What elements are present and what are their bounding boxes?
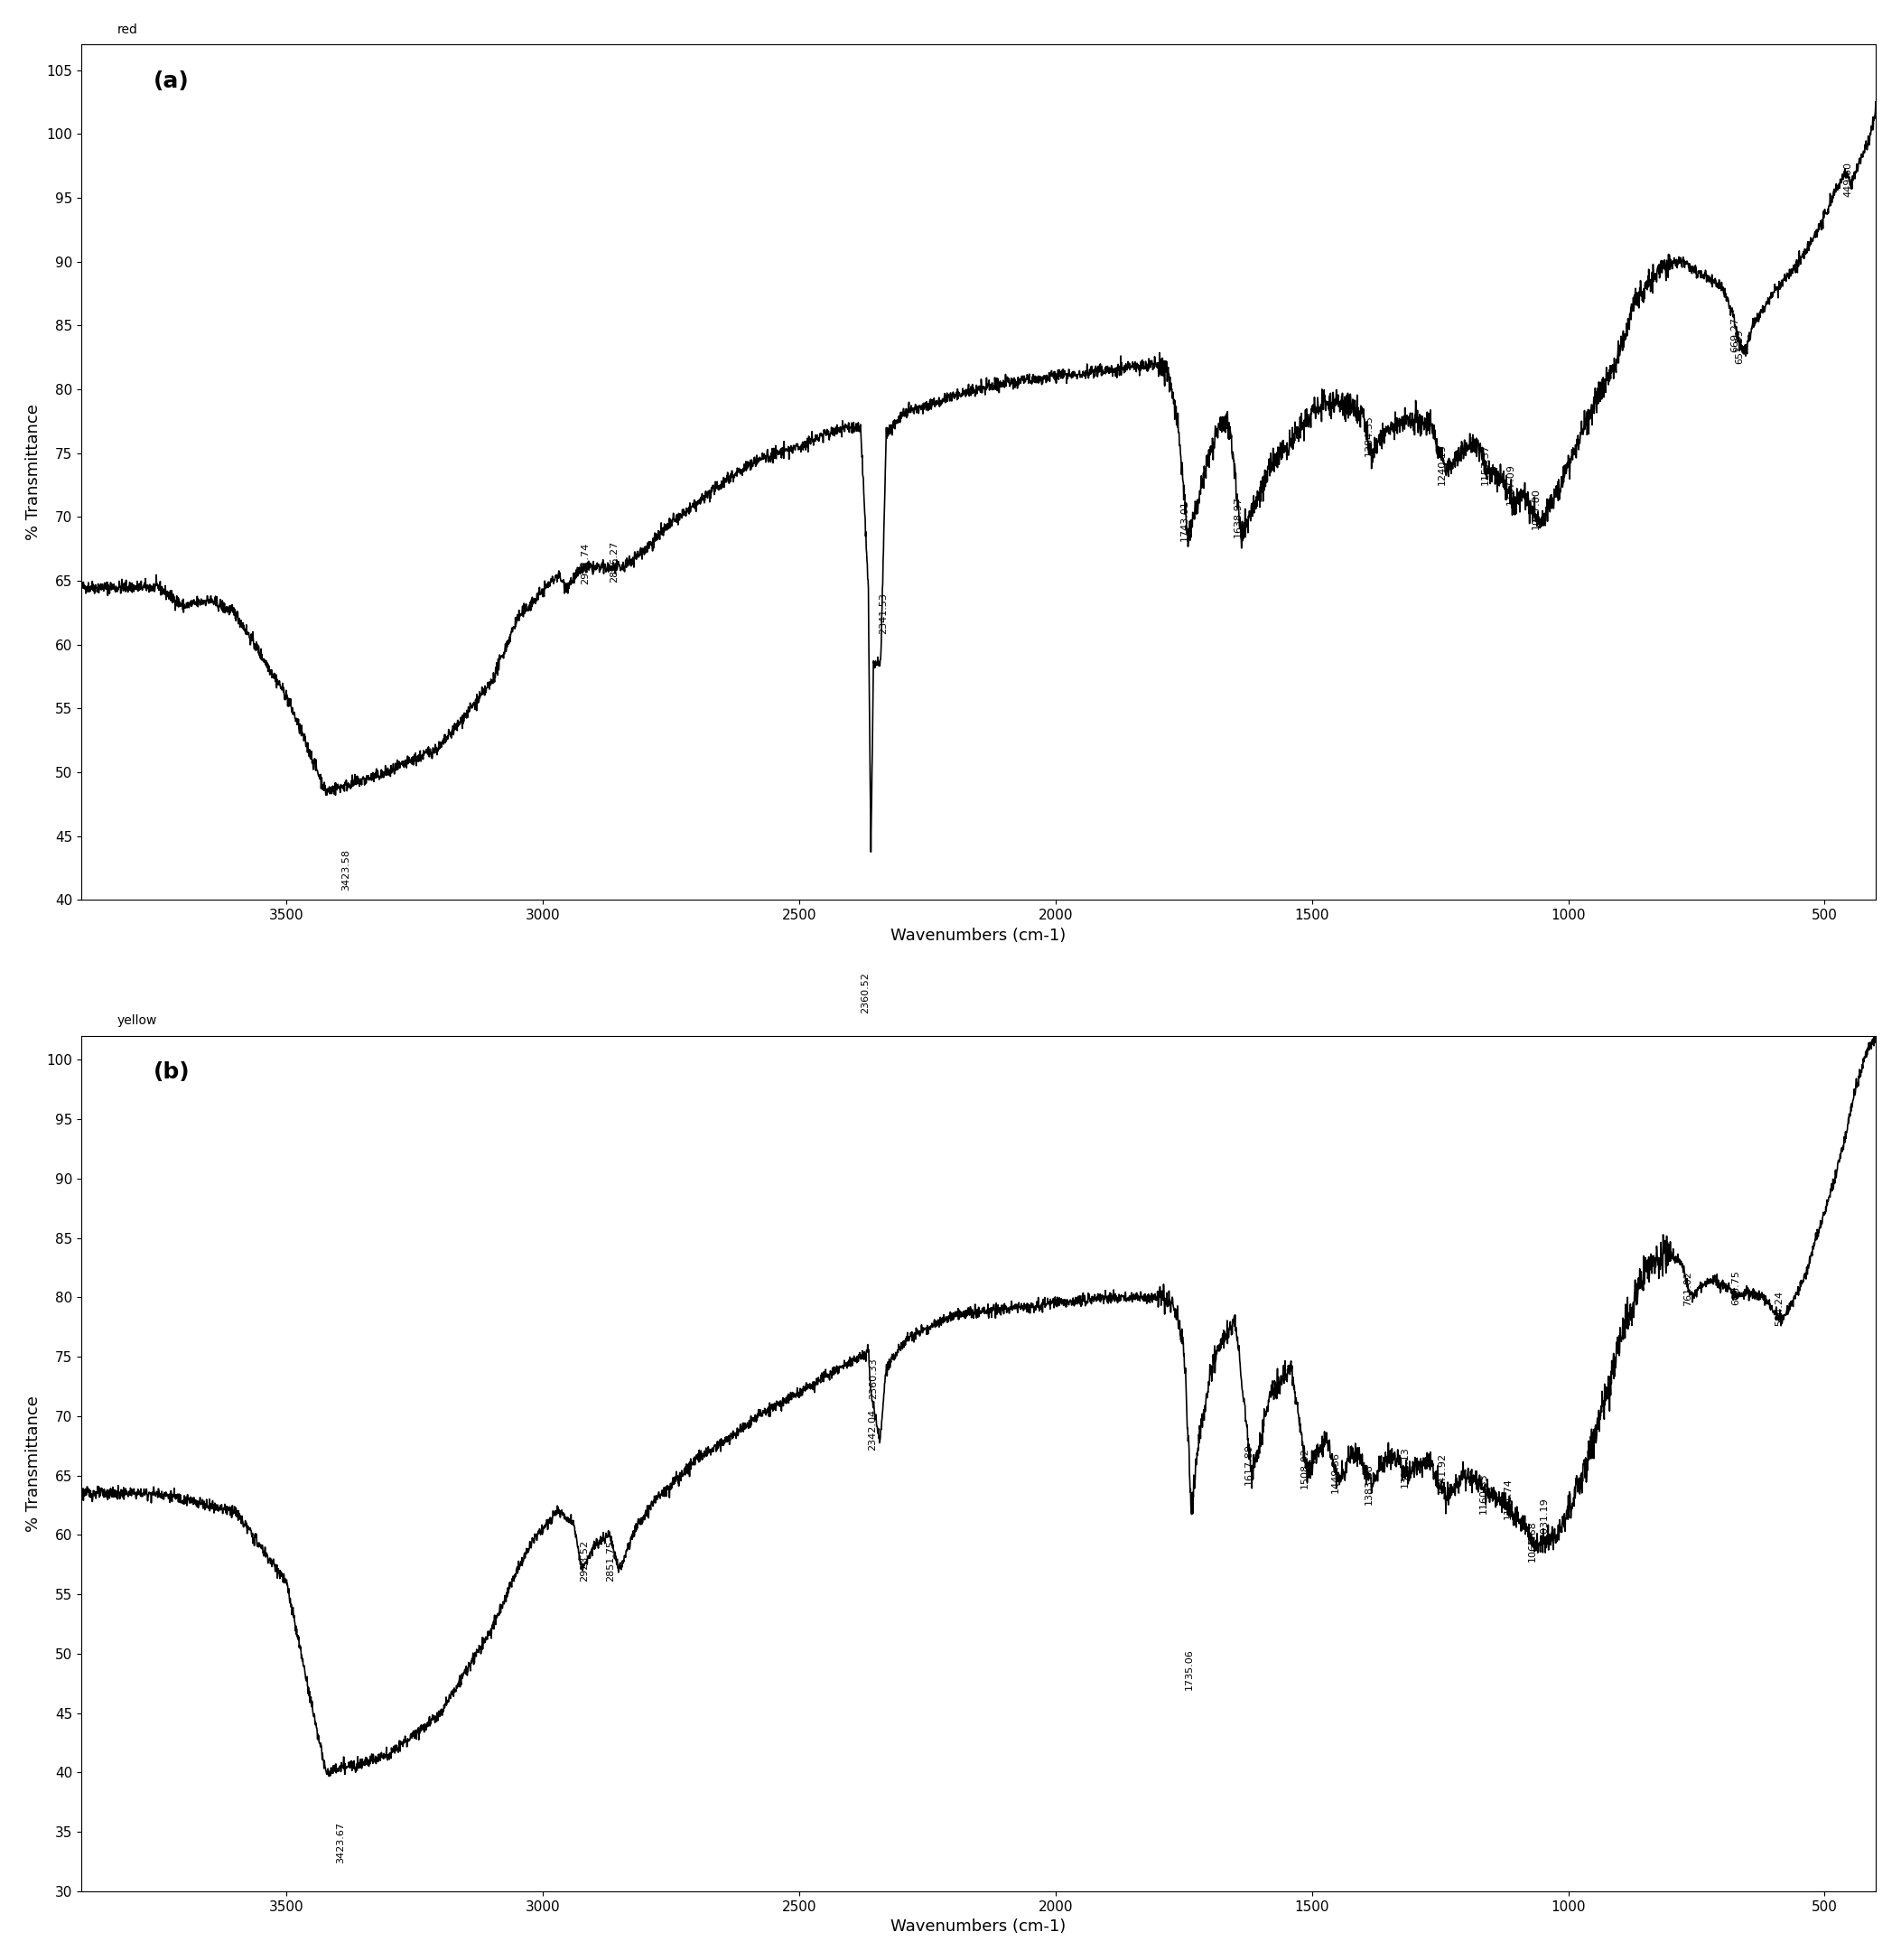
Text: 1743.01: 1743.01 bbox=[1181, 500, 1190, 541]
Text: 2360.52: 2360.52 bbox=[861, 972, 871, 1013]
Text: 668.75: 668.75 bbox=[1732, 1270, 1739, 1305]
Text: 2341.53: 2341.53 bbox=[878, 592, 888, 633]
Text: 2360.33: 2360.33 bbox=[869, 1358, 878, 1399]
Text: 1240.19: 1240.19 bbox=[1437, 443, 1447, 484]
Text: (a): (a) bbox=[152, 71, 188, 92]
Text: 1057.80: 1057.80 bbox=[1532, 488, 1540, 529]
Y-axis label: % Transmittance: % Transmittance bbox=[25, 1396, 42, 1533]
Text: 1638.97: 1638.97 bbox=[1234, 496, 1243, 537]
Text: 1617.89: 1617.89 bbox=[1245, 1445, 1253, 1486]
Text: 1107.09: 1107.09 bbox=[1506, 463, 1515, 504]
Text: 3423.58: 3423.58 bbox=[342, 849, 350, 890]
Text: 761.02: 761.02 bbox=[1684, 1270, 1692, 1305]
Text: 1031.19: 1031.19 bbox=[1540, 1497, 1549, 1539]
Text: 1314.13: 1314.13 bbox=[1401, 1446, 1409, 1488]
Text: 584.24: 584.24 bbox=[1774, 1292, 1783, 1327]
Text: 3423.67: 3423.67 bbox=[336, 1821, 346, 1864]
Y-axis label: % Transmittance: % Transmittance bbox=[25, 404, 42, 541]
Text: 449.60: 449.60 bbox=[1844, 161, 1852, 196]
Text: 651.59: 651.59 bbox=[1736, 329, 1743, 365]
Text: 1241.92: 1241.92 bbox=[1437, 1452, 1447, 1494]
Text: 1735.06: 1735.06 bbox=[1184, 1648, 1194, 1690]
Text: 669.27: 669.27 bbox=[1730, 318, 1739, 353]
Text: 1065.68: 1065.68 bbox=[1528, 1521, 1536, 1562]
Text: 1449.36: 1449.36 bbox=[1331, 1452, 1340, 1494]
Text: 1160.33: 1160.33 bbox=[1479, 1472, 1488, 1513]
Text: 2851.75: 2851.75 bbox=[606, 1541, 616, 1582]
Text: 1383.38: 1383.38 bbox=[1365, 1464, 1374, 1505]
Text: 1384.35: 1384.35 bbox=[1365, 416, 1373, 457]
Text: 1111.74: 1111.74 bbox=[1504, 1478, 1513, 1519]
Text: (b): (b) bbox=[152, 1062, 190, 1084]
Text: 1508.02: 1508.02 bbox=[1300, 1446, 1310, 1488]
Text: yellow: yellow bbox=[118, 1015, 158, 1027]
X-axis label: Wavenumbers (cm-1): Wavenumbers (cm-1) bbox=[892, 927, 1066, 943]
Text: 2923.52: 2923.52 bbox=[580, 1541, 589, 1582]
Text: red: red bbox=[118, 24, 137, 35]
Text: 2342.04: 2342.04 bbox=[869, 1409, 876, 1450]
Text: 1157.37: 1157.37 bbox=[1481, 443, 1490, 484]
X-axis label: Wavenumbers (cm-1): Wavenumbers (cm-1) bbox=[892, 1919, 1066, 1935]
Text: 2846.27: 2846.27 bbox=[610, 541, 618, 582]
Text: 2921.74: 2921.74 bbox=[582, 543, 589, 584]
